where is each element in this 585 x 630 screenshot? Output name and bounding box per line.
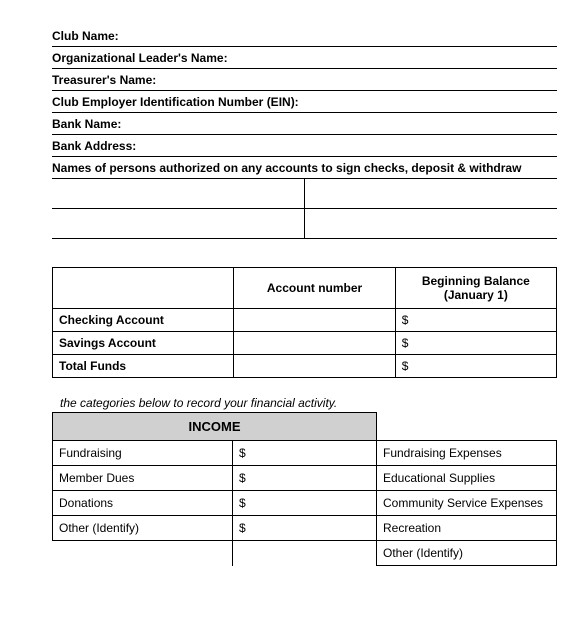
account-number-cell	[234, 309, 395, 332]
account-label: Savings Account	[53, 332, 234, 355]
table-row: Donations $ Community Service Expenses	[53, 491, 557, 516]
income-category: Member Dues	[53, 466, 233, 491]
table-row: Other (Identify)	[53, 541, 557, 566]
account-number-cell	[234, 355, 395, 378]
auth-row-2	[52, 209, 557, 239]
table-row: Savings Account $	[53, 332, 557, 355]
expense-category: Educational Supplies	[376, 466, 556, 491]
account-label: Total Funds	[53, 355, 234, 378]
field-bank-name: Bank Name:	[52, 113, 557, 135]
income-amount: $	[232, 516, 376, 541]
field-club-name: Club Name:	[52, 25, 557, 47]
auth-row-1	[52, 179, 557, 209]
account-balance-cell: $	[395, 355, 556, 378]
field-org-leader: Organizational Leader's Name:	[52, 47, 557, 69]
income-table: INCOME Fundraising $ Fundraising Expense…	[52, 412, 557, 566]
expense-category: Other (Identify)	[376, 541, 556, 566]
income-amount: $	[232, 466, 376, 491]
expense-category: Fundraising Expenses	[376, 441, 556, 466]
account-balance-cell: $	[395, 332, 556, 355]
account-label: Checking Account	[53, 309, 234, 332]
table-row: Member Dues $ Educational Supplies	[53, 466, 557, 491]
accounts-header-number: Account number	[234, 268, 395, 309]
table-row: Total Funds $	[53, 355, 557, 378]
field-ein: Club Employer Identification Number (EIN…	[52, 91, 557, 113]
account-balance-cell: $	[395, 309, 556, 332]
auth-cell	[305, 209, 557, 238]
expense-category: Community Service Expenses	[376, 491, 556, 516]
income-header-blank	[376, 413, 556, 441]
form-page: Club Name: Organizational Leader's Name:…	[0, 0, 585, 630]
income-header: INCOME	[53, 413, 377, 441]
income-category: Fundraising	[53, 441, 233, 466]
income-amount: $	[232, 491, 376, 516]
auth-cell	[52, 209, 305, 238]
table-row: Other (Identify) $ Recreation	[53, 516, 557, 541]
accounts-header-balance: Beginning Balance (January 1)	[395, 268, 556, 309]
income-amount: $	[232, 441, 376, 466]
table-row: Checking Account $	[53, 309, 557, 332]
expense-category: Recreation	[376, 516, 556, 541]
income-amount	[232, 541, 376, 566]
note-text: the categories below to record your fina…	[52, 378, 557, 412]
field-authorized-persons: Names of persons authorized on any accou…	[52, 157, 557, 179]
field-bank-address: Bank Address:	[52, 135, 557, 157]
table-row: Fundraising $ Fundraising Expenses	[53, 441, 557, 466]
income-category: Other (Identify)	[53, 516, 233, 541]
income-category: Donations	[53, 491, 233, 516]
auth-cell	[305, 179, 557, 208]
auth-cell	[52, 179, 305, 208]
account-number-cell	[234, 332, 395, 355]
income-category	[53, 541, 233, 566]
accounts-header-blank	[53, 268, 234, 309]
accounts-table: Account number Beginning Balance (Januar…	[52, 267, 557, 378]
field-treasurer: Treasurer's Name:	[52, 69, 557, 91]
